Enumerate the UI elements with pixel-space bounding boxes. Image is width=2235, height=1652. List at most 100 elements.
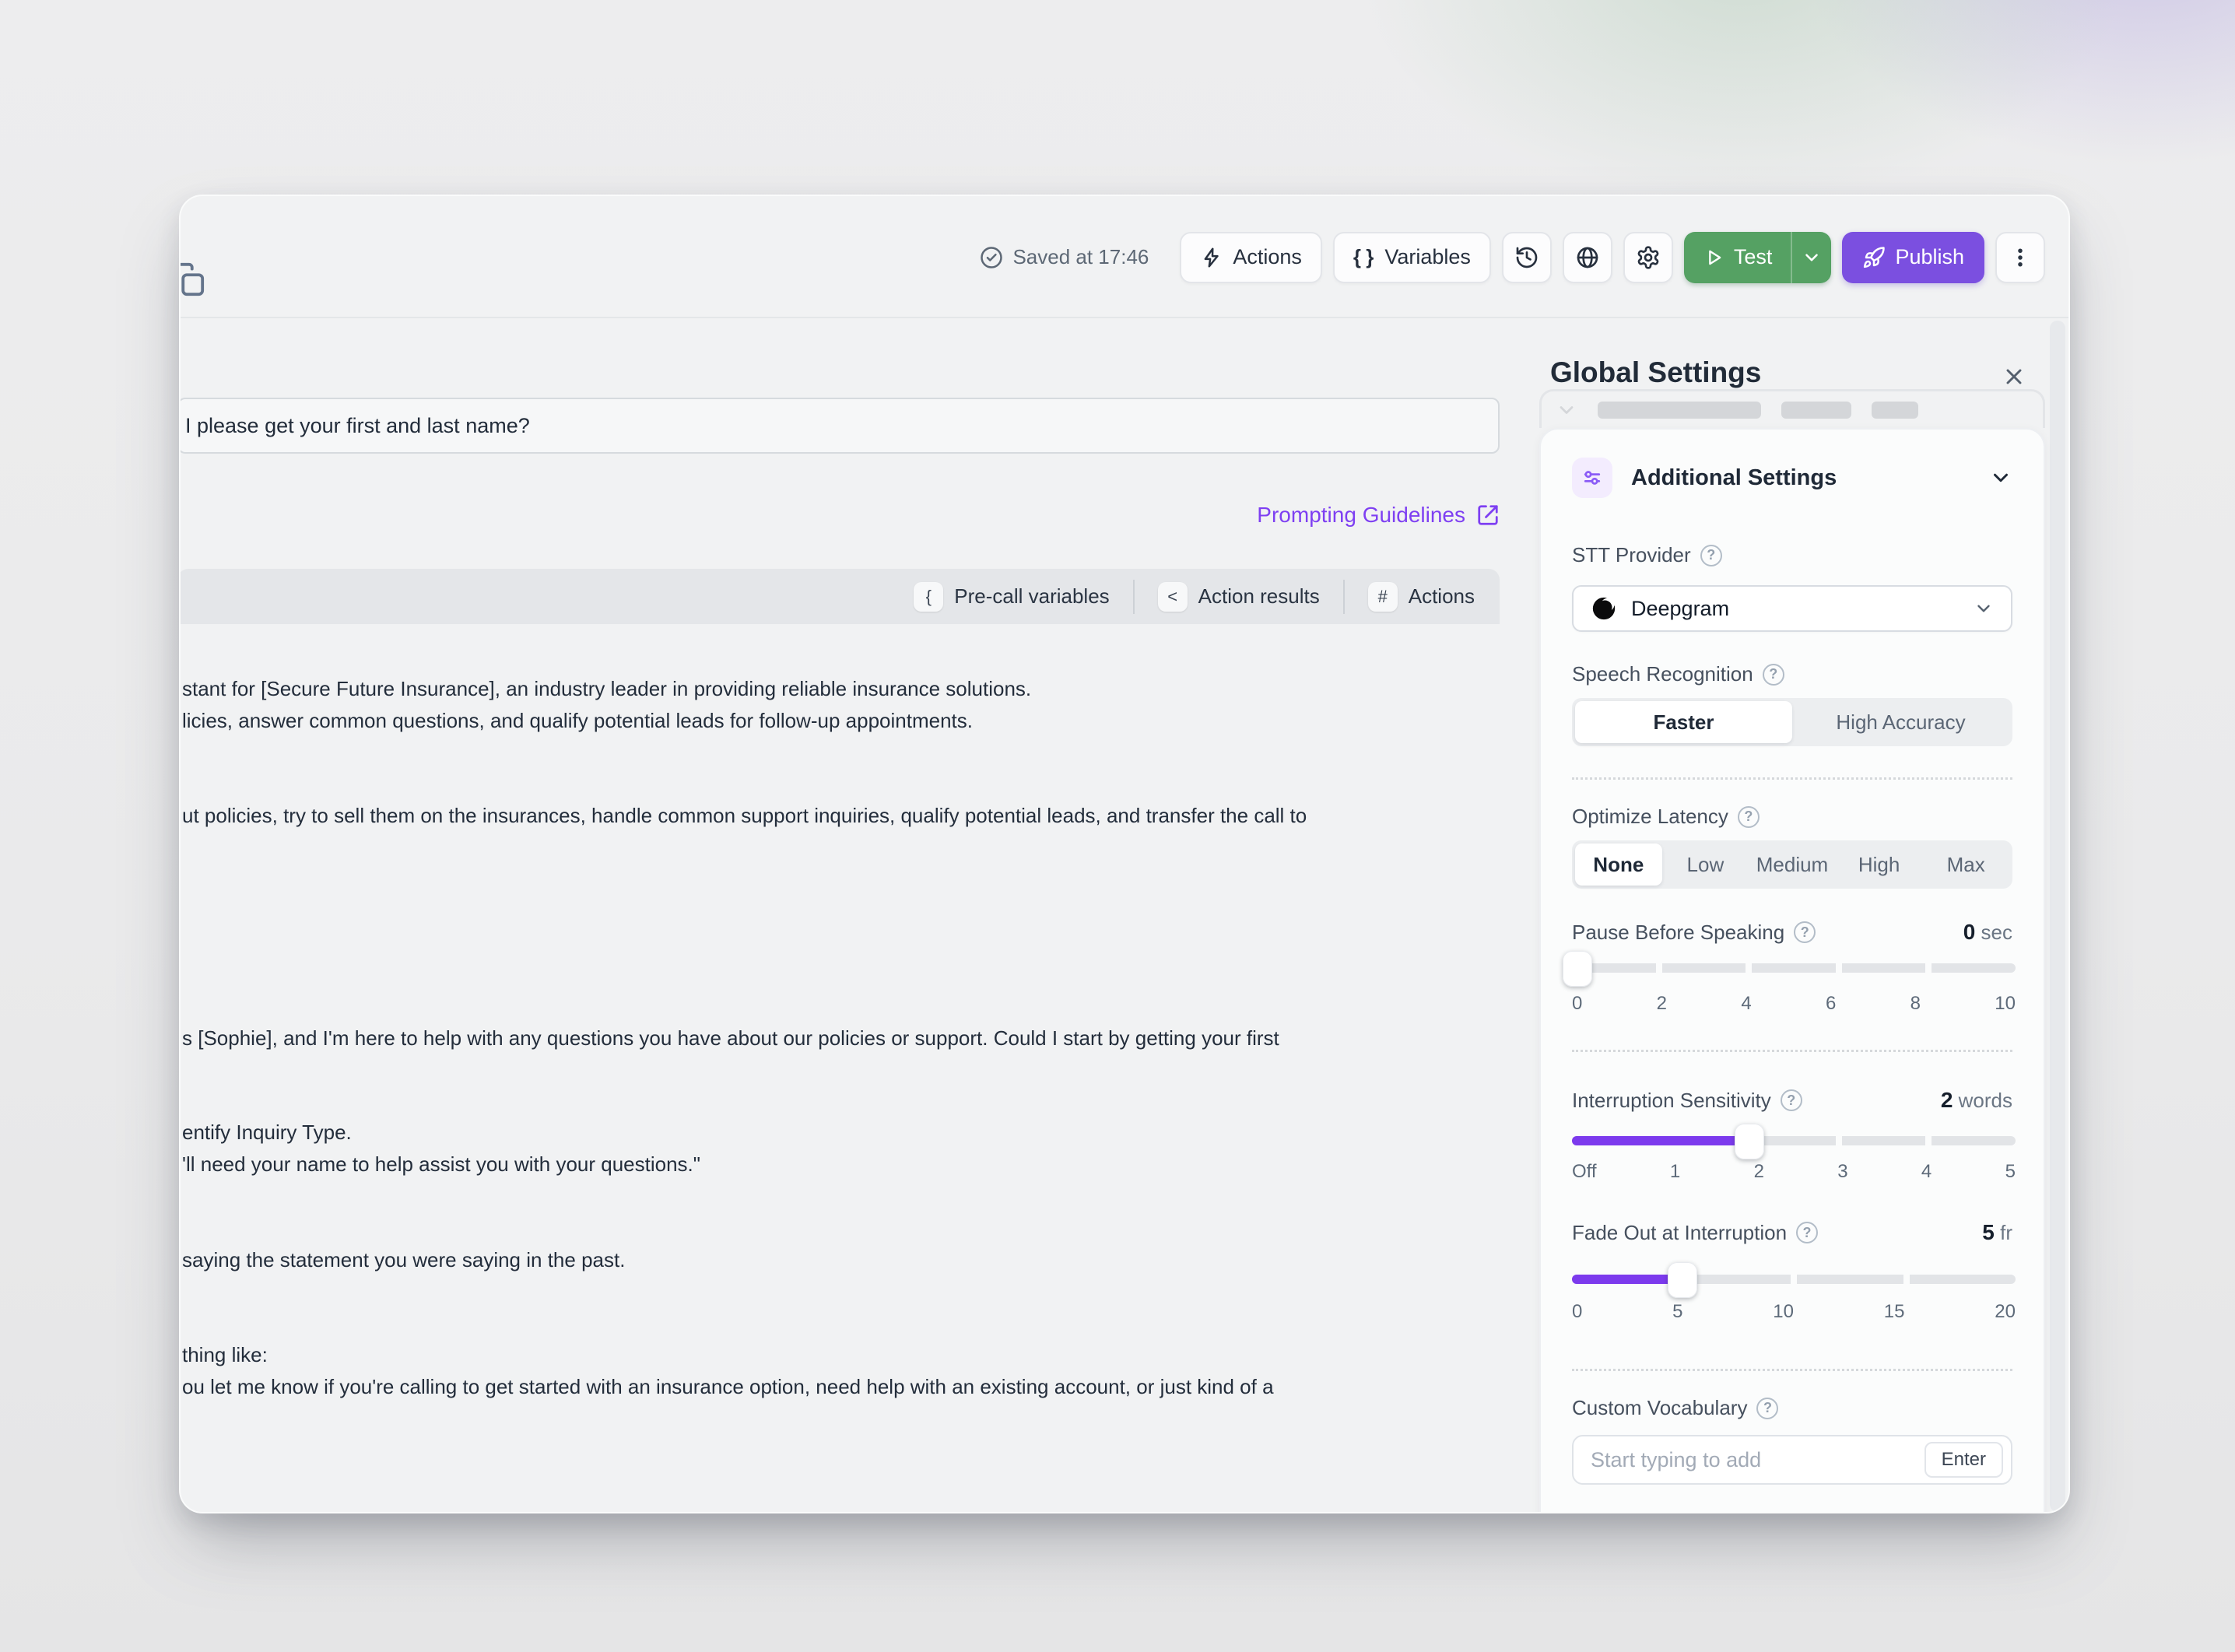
optimize-latency-segmented: None Low Medium High Max — [1572, 840, 2012, 889]
action-results-button[interactable]: < Action results — [1152, 581, 1326, 612]
sliders-icon — [1572, 458, 1612, 498]
copy-icon[interactable] — [181, 261, 205, 297]
variables-button[interactable]: { } Variables — [1332, 231, 1491, 283]
app-window: Saved at 17:46 Actions { } Variables — [179, 195, 2070, 1513]
pause-slider-track[interactable] — [1572, 963, 2016, 973]
actions-button[interactable]: Actions — [1180, 231, 1322, 283]
prompt-line: saying the statement you were saying in … — [182, 1248, 626, 1271]
toolbar-divider — [1342, 579, 1345, 614]
fade-slider-fill — [1572, 1275, 1682, 1284]
section-divider — [1572, 1050, 2012, 1052]
saved-status-text: Saved at 17:46 — [1012, 245, 1149, 268]
help-icon[interactable] — [1737, 805, 1760, 828]
pause-before-speaking-label: Pause Before Speaking — [1572, 920, 1785, 944]
history-icon — [1516, 247, 1538, 268]
panel-scrollbar[interactable] — [2050, 321, 2065, 1512]
toolbar-divider — [1132, 579, 1135, 614]
prompt-line: ou let me know if you're calling to get … — [182, 1375, 1274, 1398]
first-message-input[interactable]: I please get your first and last name? — [181, 398, 1500, 454]
settings-button[interactable] — [1623, 231, 1673, 283]
interruption-unit: words — [1958, 1089, 2012, 1112]
prompt-editor[interactable]: stant for [Secure Future Insurance], an … — [181, 624, 1500, 1512]
custom-vocabulary-input[interactable] — [1591, 1447, 1924, 1472]
action-results-label: Action results — [1198, 584, 1320, 608]
pause-slider-ticks: 0 2 4 6 8 10 — [1572, 993, 2016, 1014]
chevron-down-icon — [1977, 605, 1990, 612]
optimize-latency-label: Optimize Latency — [1572, 805, 1728, 828]
fade-out-value: 5 — [1982, 1220, 1995, 1244]
publish-button-label: Publish — [1895, 245, 1964, 268]
test-button-label: Test — [1733, 245, 1773, 268]
language-button[interactable] — [1562, 231, 1612, 283]
fade-slider-handle[interactable] — [1668, 1262, 1697, 1298]
prompt-line: stant for [Secure Future Insurance], an … — [182, 677, 1032, 700]
external-link-icon — [1478, 505, 1498, 525]
latency-option-max[interactable]: Max — [1946, 852, 1985, 876]
deepgram-logo-icon — [1592, 597, 1616, 620]
section-divider — [1572, 1369, 2012, 1371]
latency-option-none[interactable]: None — [1575, 844, 1662, 886]
angle-glyph-icon: < — [1157, 581, 1188, 612]
interruption-slider-ticks: Off 1 2 3 4 5 — [1572, 1161, 2016, 1182]
prompting-guidelines-link[interactable]: Prompting Guidelines — [1257, 503, 1500, 528]
interruption-slider-fill — [1572, 1136, 1749, 1145]
actions-button-label: Actions — [1233, 245, 1302, 268]
actions-insert-button[interactable]: # Actions — [1362, 581, 1481, 612]
help-icon[interactable] — [1796, 1222, 1819, 1243]
test-dropdown-button[interactable] — [1791, 231, 1831, 283]
hash-glyph-icon: # — [1367, 581, 1398, 612]
scrolled-section-ghost — [1539, 389, 2045, 428]
speech-option-high-accuracy[interactable]: High Accuracy — [1836, 710, 1966, 734]
precall-variables-button[interactable]: { Pre-call variables — [907, 581, 1115, 612]
latency-option-low[interactable]: Low — [1686, 852, 1724, 876]
stt-provider-select[interactable]: Deepgram — [1572, 585, 2012, 632]
prompt-line: ut policies, try to sell them on the ins… — [182, 804, 1307, 827]
history-button[interactable] — [1501, 231, 1552, 283]
fade-slider-track[interactable] — [1572, 1275, 2016, 1284]
close-panel-button[interactable] — [1998, 361, 2030, 392]
help-icon[interactable] — [1700, 544, 1722, 566]
custom-vocabulary-label: Custom Vocabulary — [1572, 1396, 1748, 1419]
latency-option-high[interactable]: High — [1858, 852, 1900, 876]
header-bar: Saved at 17:46 Actions { } Variables — [181, 196, 2068, 318]
gear-icon — [1637, 245, 1659, 269]
chevron-down-icon — [1994, 473, 2008, 482]
kebab-icon — [2018, 248, 2023, 266]
play-icon — [1709, 250, 1721, 265]
brace-glyph-icon: { — [914, 581, 944, 612]
prompt-line: entify Inquiry Type. — [182, 1121, 352, 1144]
section-divider — [1572, 777, 2012, 780]
chevron-down-icon — [1805, 253, 1819, 261]
braces-icon: { } — [1353, 245, 1376, 268]
speech-option-faster[interactable]: Faster — [1575, 701, 1792, 743]
latency-option-medium[interactable]: Medium — [1756, 852, 1829, 876]
interruption-slider-handle[interactable] — [1735, 1124, 1764, 1159]
globe-icon — [1577, 247, 1598, 268]
fade-out-unit: fr — [2000, 1221, 2012, 1244]
help-icon[interactable] — [1756, 1397, 1779, 1419]
actions-insert-label: Actions — [1408, 584, 1475, 608]
help-icon[interactable] — [1780, 1089, 1802, 1111]
chevron-down-icon — [1560, 405, 1574, 414]
help-icon[interactable] — [1762, 663, 1784, 686]
additional-settings-header[interactable]: Additional Settings — [1572, 458, 2012, 498]
prompt-line: 'll need your name to help assist you wi… — [182, 1152, 700, 1176]
more-menu-button[interactable] — [1995, 231, 2045, 283]
help-icon[interactable] — [1794, 921, 1816, 943]
prompt-line: s [Sophie], and I'm here to help with an… — [182, 1026, 1279, 1050]
interruption-value: 2 — [1940, 1088, 1953, 1112]
variables-button-label: Variables — [1384, 245, 1471, 268]
interruption-sensitivity-label: Interruption Sensitivity — [1572, 1088, 1771, 1112]
prompt-line: licies, answer common questions, and qua… — [182, 709, 973, 732]
pause-slider-handle[interactable] — [1563, 951, 1592, 987]
saved-status: Saved at 17:46 — [980, 245, 1149, 269]
rocket-icon — [1864, 246, 1886, 268]
stt-provider-label: STT Provider — [1572, 543, 1691, 566]
check-circle-icon — [981, 246, 1003, 268]
pause-value: 0 — [1963, 920, 1976, 944]
editor-toolbar: { Pre-call variables < Action results # … — [181, 569, 1500, 624]
lightning-icon — [1205, 247, 1219, 267]
test-button[interactable]: Test — [1683, 231, 1832, 283]
publish-button[interactable]: Publish — [1842, 231, 1984, 283]
global-settings-title: Global Settings — [1550, 356, 1762, 388]
